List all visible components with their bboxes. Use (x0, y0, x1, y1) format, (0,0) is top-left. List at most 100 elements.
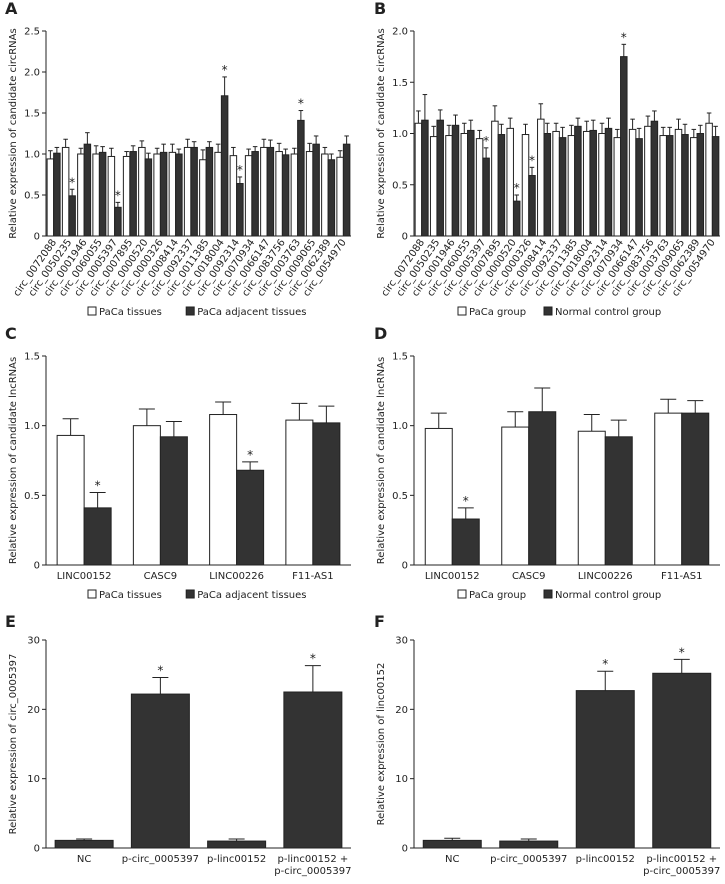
panel-b-y-tick-label: 1.0 (392, 129, 408, 140)
panel-e-letter: E (5, 612, 16, 631)
panel-a-legend-swatch (87, 306, 97, 316)
panel-c-category-label: LINC00152 (57, 571, 112, 582)
panel-b-bar (589, 129, 597, 237)
panel-a-bar (205, 146, 214, 237)
panel-c-bar (209, 414, 238, 566)
panel-e-bar (207, 840, 267, 849)
panel-b-bar (681, 134, 689, 237)
panel-c-significance-star: * (95, 479, 101, 493)
panel-e-category-label: p-linc00152 + (278, 854, 349, 865)
panel-a-bar (190, 146, 198, 237)
panel-b-bar (512, 200, 521, 237)
panel-c-category-label: F11-AS1 (292, 571, 333, 582)
panel-a-bar (297, 119, 305, 237)
panel-d-legend-swatch (457, 589, 467, 599)
panel-b-significance-star: * (483, 134, 489, 148)
panel-a-bar (260, 146, 268, 237)
panel-a-bar (327, 159, 336, 237)
panel-b-significance-star: * (621, 30, 627, 44)
panel-a-letter: A (5, 0, 18, 18)
panel-b-bar (521, 134, 530, 237)
panel-c-bar (132, 425, 161, 566)
panel-d-category-label: LINC00152 (425, 571, 480, 582)
panel-a-bar (251, 151, 259, 237)
panel-c-bar (83, 507, 112, 566)
panel-a-bar (214, 151, 222, 237)
panel-d-bar (424, 427, 453, 566)
panel-e-y-tick-label: 10 (27, 774, 40, 785)
panel-a-bar (342, 143, 351, 237)
panel-b-bar (467, 129, 475, 237)
panel-e-category-label: p-linc00152 (207, 854, 266, 865)
panel-b-bar (574, 125, 582, 237)
panel-a-significance-star: * (298, 97, 304, 111)
panel-c-category-label: CASC9 (144, 571, 178, 582)
panel-d-category-label: LINC00226 (578, 571, 633, 582)
panel-b-bar (582, 130, 591, 237)
panel-b-bar (674, 128, 683, 237)
panel-a-bar (175, 153, 183, 237)
panel-b-bar (537, 118, 545, 237)
panel-f-y-tick-label: 20 (395, 705, 408, 716)
panel-b-y-tick-label: 2.0 (392, 27, 408, 38)
panel-d-letter: D (374, 324, 387, 343)
panel-a-y-tick-label: 0.5 (24, 191, 40, 202)
panel-b-bar (650, 120, 659, 237)
panel-a-bar (305, 151, 314, 237)
panel-d-bar (528, 411, 557, 566)
panel-b-bar (460, 133, 469, 237)
panel-b-bar (598, 133, 606, 237)
panel-a-bar (153, 153, 161, 237)
panel-a-bar (159, 151, 168, 237)
panel-b-y-axis-title: Relative expression of candidate circRNA… (376, 28, 387, 238)
panel-d-bar (681, 412, 710, 566)
panel-d-y-tick-label: 0 (402, 561, 408, 572)
panel-a-significance-star: * (222, 63, 228, 77)
panel-b-bar (491, 120, 499, 237)
panel-c-bar (312, 422, 341, 566)
panel-a-bar (46, 158, 55, 237)
panel-b-bar (613, 137, 622, 237)
panel-f-y-axis-title: Relative expression of linc00152 (376, 663, 387, 826)
panel-f-y-tick-label: 30 (395, 636, 408, 647)
panel-a-bar (61, 146, 70, 237)
panel-b-bar (451, 124, 460, 237)
panel-d-bar (604, 436, 633, 566)
panel-b-significance-star: * (514, 181, 520, 195)
panel-f-bar (652, 672, 712, 849)
panel-d-category-label: CASC9 (512, 571, 546, 582)
panel-b-y-tick-label: 0.5 (392, 180, 408, 191)
panel-a-bar (266, 146, 275, 237)
panel-a-y-axis-title: Relative expression of candidate circRNA… (8, 28, 19, 238)
panel-d-legend-label: Normal control group (555, 590, 661, 601)
panel-e-bar (130, 693, 190, 849)
panel-b-bar (528, 175, 536, 237)
panel-a-bar (122, 155, 131, 237)
panel-b-bar (705, 122, 713, 237)
panel-b-bar (711, 136, 720, 237)
panel-b-legend-swatch (457, 306, 467, 316)
panel-a-y-tick-label: 2.5 (24, 27, 40, 38)
panel-c-significance-star: * (247, 448, 253, 462)
panel-b-bar (497, 134, 506, 237)
panel-b-bar (635, 138, 643, 237)
panel-c-legend-label: PaCa tissues (99, 590, 162, 601)
panel-d-bar (577, 430, 606, 566)
panel-e-y-tick-label: 20 (27, 705, 40, 716)
panel-e-y-axis-title: Relative expression of circ_0005397 (8, 654, 19, 835)
panel-a-bar (236, 183, 244, 237)
panel-b-bar (659, 135, 667, 237)
panel-b-bar (628, 128, 637, 237)
panel-c-category-label: LINC00226 (209, 571, 264, 582)
panel-a-y-tick-label: 1.5 (24, 109, 40, 120)
panel-b-bar (506, 127, 514, 237)
panel-a-bar (92, 153, 100, 237)
panel-d-y-tick-label: 0.5 (392, 491, 408, 502)
panel-f-category-label: NC (445, 854, 459, 865)
panel-a-bar (281, 154, 290, 237)
panel-a-y-tick-label: 0 (34, 232, 40, 243)
panel-a-bar (138, 146, 146, 237)
panel-c-legend-swatch (185, 589, 195, 599)
panel-b-bar (436, 119, 444, 237)
panel-f-category-label: p-circ_0005397 (643, 866, 720, 877)
